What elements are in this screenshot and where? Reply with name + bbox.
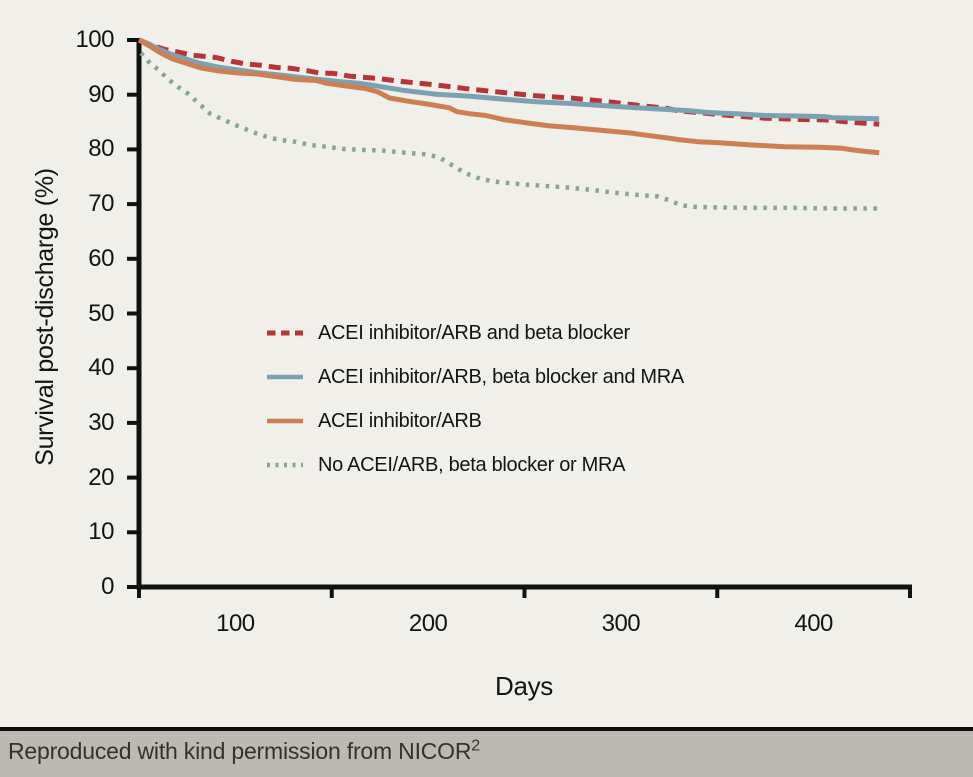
legend: ACEI inhibitor/ARB and beta blocker ACEI… <box>266 311 684 487</box>
y-tick-label: 100 <box>75 26 114 53</box>
legend-item-acei-arb-beta-blocker: ACEI inhibitor/ARB and beta blocker <box>266 311 684 355</box>
y-tick-label: 40 <box>88 354 114 382</box>
x-tick-label: 100 <box>216 610 255 637</box>
legend-swatch-dashed-line-icon <box>267 330 303 336</box>
y-tick-label: 90 <box>88 80 114 108</box>
x-tick-label: 400 <box>794 610 833 637</box>
y-tick-label: 10 <box>88 518 114 546</box>
legend-label: ACEI inhibitor/ARB, beta blocker and MRA <box>318 365 684 388</box>
legend-item-acei-arb-beta-blocker-mra: ACEI inhibitor/ARB, beta blocker and MRA <box>266 355 684 399</box>
legend-swatch-solid-line-icon <box>267 418 303 424</box>
footer-superscript: 2 <box>471 737 480 755</box>
legend-item-no-treatment: No ACEI/ARB, beta blocker or MRA <box>266 443 684 487</box>
y-tick-label: 50 <box>88 299 114 327</box>
y-tick-label: 60 <box>88 244 114 272</box>
y-tick-label: 20 <box>88 463 114 491</box>
curve-acei-inhibitor-arb-and-beta-blocker <box>138 37 880 127</box>
y-tick-label: 30 <box>88 408 114 436</box>
x-axis-title: Days <box>494 671 554 701</box>
curve-acei-inhibitor-arb <box>137 37 880 156</box>
legend-item-acei-arb: ACEI inhibitor/ARB <box>266 399 684 443</box>
x-tick-label: 200 <box>408 610 448 637</box>
footer-credit-text: Reproduced with kind permission from NIC… <box>8 738 472 764</box>
legend-swatch-dotted-line-icon <box>267 462 303 468</box>
y-tick-label: 70 <box>88 190 114 218</box>
x-tick-label: 300 <box>601 610 641 637</box>
y-tick-label: 0 <box>101 573 114 600</box>
chart-canvas <box>127 37 912 598</box>
curve-no-acei-arb-beta-blocker-or-mra <box>139 51 880 211</box>
legend-swatch-solid-line-icon <box>267 374 303 380</box>
curve-acei-inhibitor-arb-beta-blocker-and-mra <box>138 37 880 122</box>
y-tick-label: 80 <box>88 135 114 163</box>
legend-label: No ACEI/ARB, beta blocker or MRA <box>318 453 626 476</box>
legend-label: ACEI inhibitor/ARB <box>318 409 482 432</box>
legend-label: ACEI inhibitor/ARB and beta blocker <box>318 321 630 344</box>
footer: Reproduced with kind permission from NIC… <box>0 727 973 777</box>
